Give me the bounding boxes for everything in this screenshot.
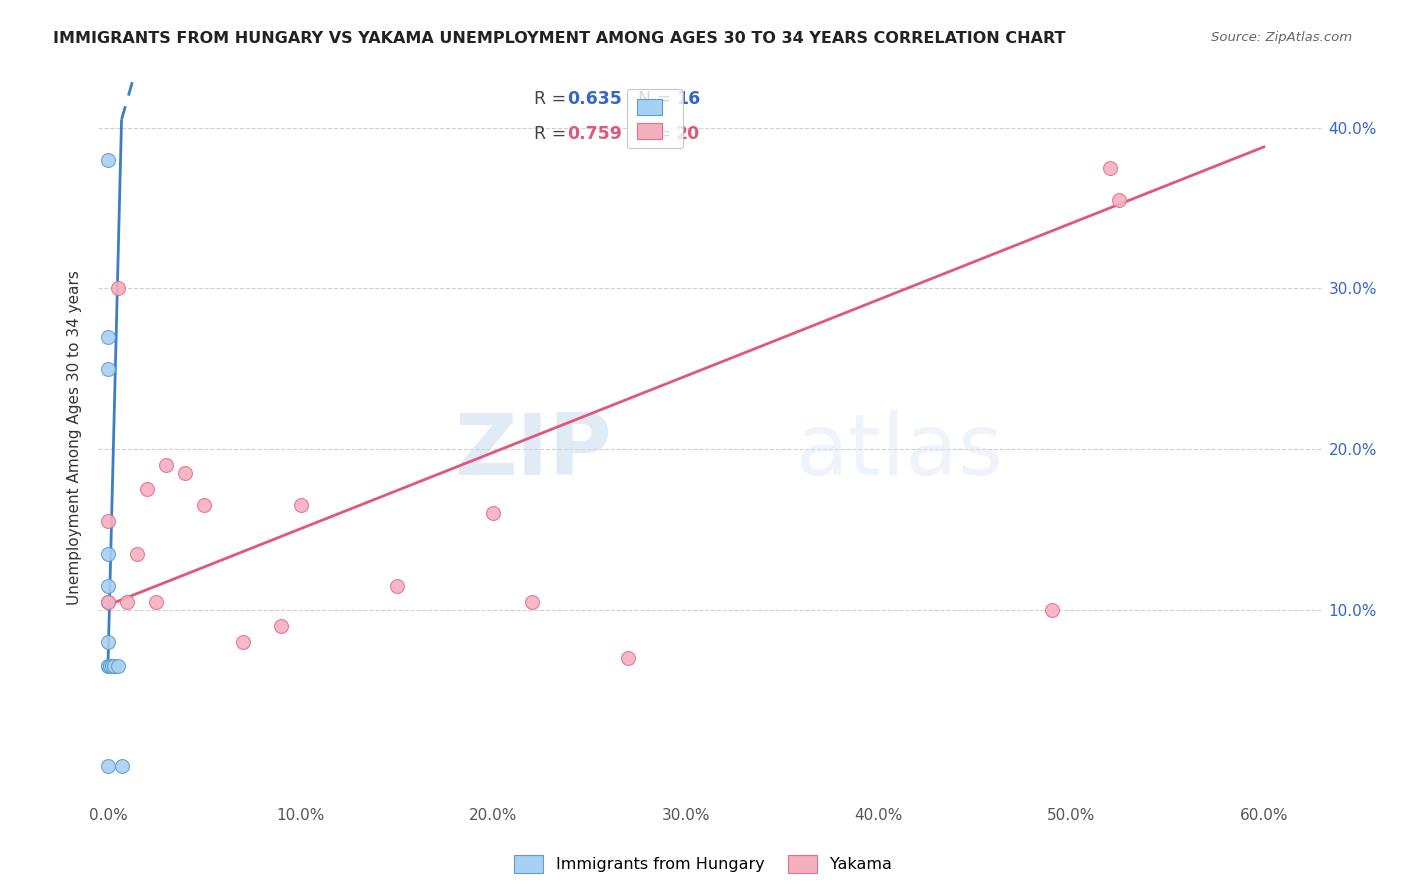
Text: 20: 20	[676, 125, 700, 143]
Point	[97, 547, 120, 561]
Text: ZIP: ZIP	[454, 410, 612, 493]
Point	[107, 659, 129, 673]
Point	[520, 595, 543, 609]
Text: R =: R =	[534, 125, 572, 143]
Point	[270, 619, 292, 633]
Point	[385, 579, 408, 593]
Point	[97, 595, 120, 609]
Text: N =: N =	[627, 125, 676, 143]
Text: atlas: atlas	[796, 410, 1004, 493]
Point	[125, 547, 148, 561]
Point	[290, 499, 312, 513]
Point	[97, 759, 120, 773]
Point	[97, 659, 120, 673]
Text: R =: R =	[534, 89, 572, 108]
Text: Source: ZipAtlas.com: Source: ZipAtlas.com	[1212, 31, 1353, 45]
Text: 16: 16	[676, 89, 700, 108]
Point	[98, 659, 121, 673]
Point	[232, 635, 254, 649]
Point	[174, 467, 197, 481]
Point	[101, 659, 124, 673]
Point	[145, 595, 167, 609]
Point	[97, 635, 120, 649]
Point	[97, 595, 120, 609]
Y-axis label: Unemployment Among Ages 30 to 34 years: Unemployment Among Ages 30 to 34 years	[67, 269, 83, 605]
Point	[97, 153, 120, 167]
Point	[482, 507, 505, 521]
Point	[97, 659, 120, 673]
Text: N =: N =	[627, 89, 676, 108]
Point	[193, 499, 215, 513]
Text: 0.759: 0.759	[567, 125, 621, 143]
Point	[155, 458, 177, 473]
Point	[97, 515, 120, 529]
Point	[1108, 193, 1130, 207]
Point	[98, 659, 121, 673]
Point	[617, 651, 640, 665]
Point	[117, 595, 139, 609]
Point	[103, 659, 125, 673]
Point	[97, 361, 120, 376]
Legend: Immigrants from Hungary, Yakama: Immigrants from Hungary, Yakama	[508, 848, 898, 880]
Point	[97, 329, 120, 343]
Point	[107, 281, 129, 295]
Point	[135, 483, 157, 497]
Point	[1040, 603, 1063, 617]
Text: IMMIGRANTS FROM HUNGARY VS YAKAMA UNEMPLOYMENT AMONG AGES 30 TO 34 YEARS CORRELA: IMMIGRANTS FROM HUNGARY VS YAKAMA UNEMPL…	[53, 31, 1066, 46]
Point	[1098, 161, 1121, 175]
Legend: , : ,	[627, 89, 683, 148]
Text: 0.635: 0.635	[567, 89, 621, 108]
Point	[97, 579, 120, 593]
Point	[110, 759, 132, 773]
